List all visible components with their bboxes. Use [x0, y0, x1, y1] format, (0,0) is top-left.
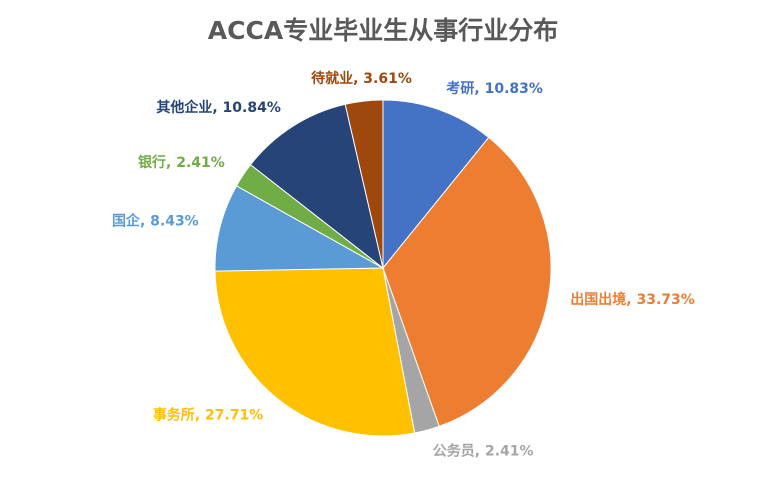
label-value: 2.41% [176, 155, 225, 171]
label-separator: , [195, 408, 205, 424]
label-separator: , [353, 71, 363, 87]
label-category: 银行 [138, 154, 166, 171]
label-category: 其他企业 [156, 99, 212, 116]
label-category: 公务员 [433, 442, 475, 459]
label-separator: , [626, 292, 636, 308]
label-value: 10.84% [223, 100, 281, 116]
label-separator: , [166, 155, 176, 171]
label-category: 出国出境 [570, 291, 626, 308]
label-category: 待就业 [311, 70, 353, 87]
pie-slice [344, 99, 384, 269]
label-value: 3.61% [363, 71, 412, 87]
label-separator: , [140, 214, 150, 230]
data-label: 银行, 2.41% [138, 154, 225, 171]
pie-slice [214, 267, 416, 437]
label-value: 8.43% [150, 214, 199, 230]
data-label: 出国出境, 33.73% [570, 291, 695, 308]
pie-slice [382, 99, 490, 270]
label-value: 2.41% [485, 443, 534, 459]
data-label: 国企, 8.43% [112, 213, 199, 230]
label-value: 33.73% [636, 292, 694, 308]
data-label: 考研, 10.83% [446, 80, 543, 97]
label-value: 10.83% [485, 81, 543, 97]
label-category: 考研 [446, 80, 474, 97]
data-label: 事务所, 27.71% [153, 407, 264, 424]
data-label: 待就业, 3.61% [311, 70, 412, 87]
label-value: 27.71% [205, 408, 263, 424]
pie-slice [249, 103, 384, 270]
pie-slice [382, 136, 552, 427]
label-category: 事务所 [153, 407, 195, 424]
label-separator: , [475, 443, 485, 459]
label-separator: , [474, 81, 484, 97]
pie-slice [214, 185, 385, 272]
label-category: 国企 [112, 213, 141, 230]
data-label: 其他企业, 10.84% [156, 99, 281, 116]
data-label: 公务员, 2.41% [433, 442, 534, 459]
label-separator: , [212, 100, 222, 116]
chart-title: ACCA专业毕业生从事行业分布 [208, 16, 558, 45]
